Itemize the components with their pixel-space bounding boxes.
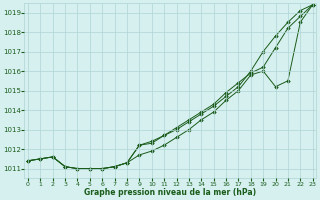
X-axis label: Graphe pression niveau de la mer (hPa): Graphe pression niveau de la mer (hPa) [84, 188, 256, 197]
